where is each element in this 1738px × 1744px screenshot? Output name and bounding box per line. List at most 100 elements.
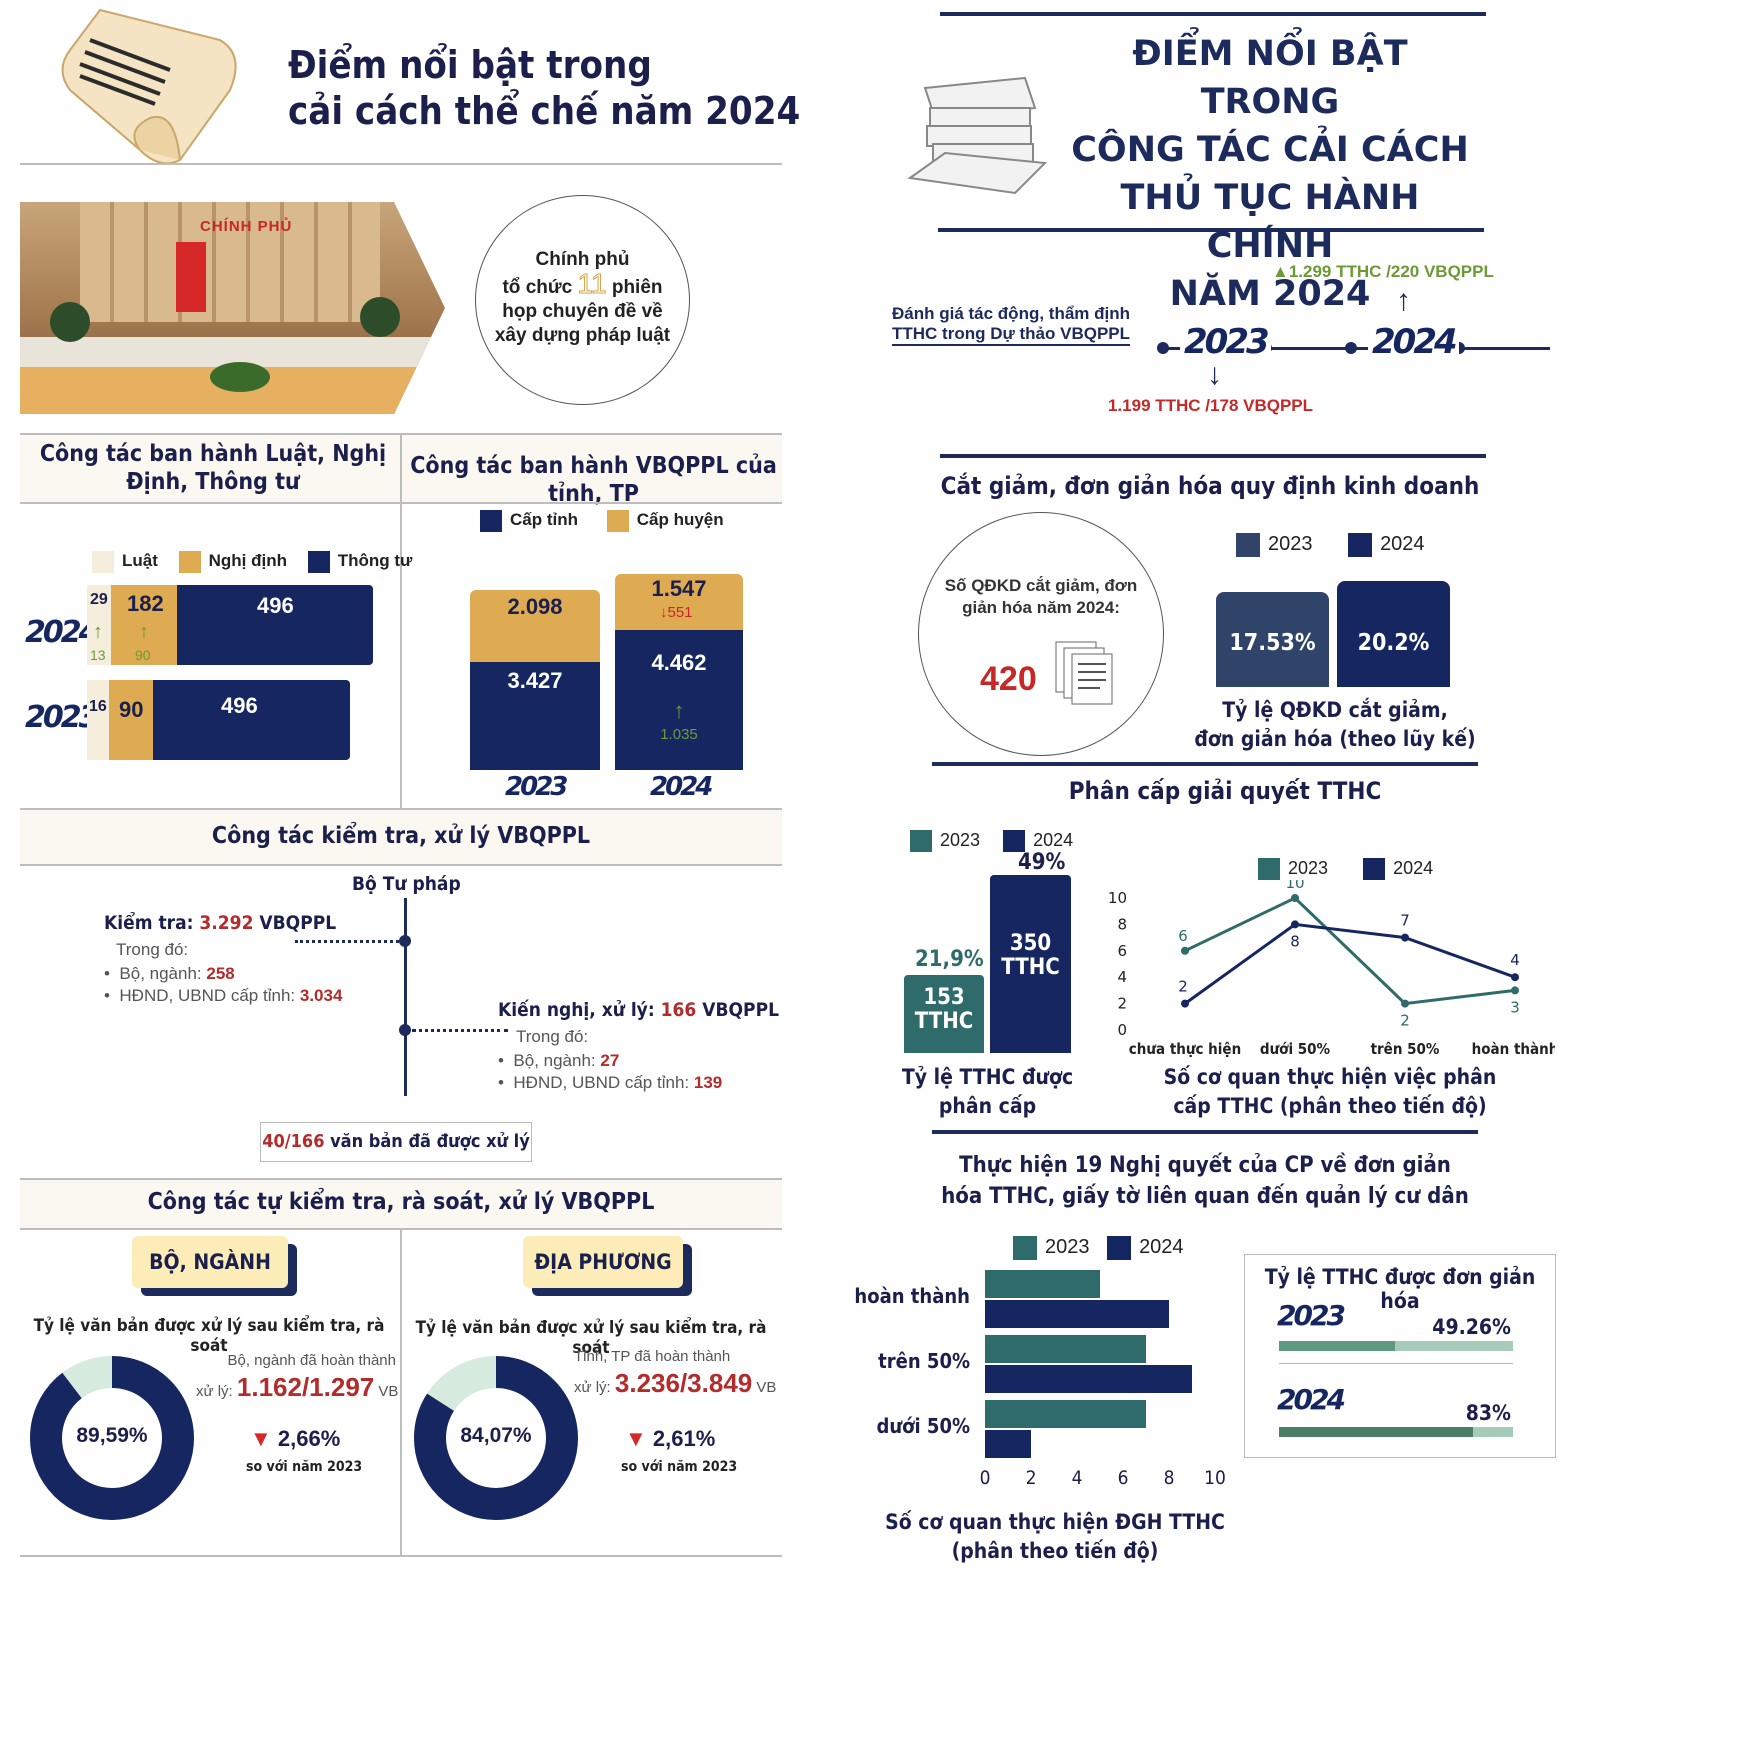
x-tick-label: hoàn thành: [1472, 1040, 1555, 1058]
bo-nganh-value-row: xử lý: 1.162/1.297 VB: [196, 1372, 398, 1403]
timeline-dot: [399, 935, 411, 947]
circle-line4: xây dựng pháp luật: [494, 325, 671, 346]
left-title: Điểm nổi bật trong cải cách thể chế năm …: [288, 42, 800, 134]
legend-luat: Luật: [122, 551, 158, 571]
hbar-legend: 2023 2024: [1013, 1236, 1184, 1260]
label-2024-luat: 29: [90, 591, 108, 608]
qdkd-circle: [918, 512, 1164, 756]
right-title: ĐIỂM NỔI BẬT TRONG CÔNG TÁC CẢI CÁCH THỦ…: [1060, 30, 1480, 318]
check-b1-label: Bộ, ngành:: [119, 964, 202, 983]
dia-phuong-unit: VB: [756, 1379, 777, 1396]
dia-phuong-note2: xử lý:: [574, 1379, 611, 1396]
cabinet-photo: CHÍNH PHỦ: [20, 202, 445, 414]
y-tick-label: 4: [1117, 968, 1127, 986]
arrow-up-icon: ↑: [1396, 284, 1411, 317]
qdkd-legend: 2023 2024: [1236, 533, 1425, 557]
check-sub: Trong đó:: [116, 940, 189, 959]
data-label-2024: 2: [1178, 978, 1188, 996]
hbar-legend-2024: 2024: [1139, 1236, 1184, 1259]
phan-cap-inner-2023-n: 153: [923, 985, 965, 1010]
line-caption2: cấp TTHC (phân theo tiến độ): [1173, 1094, 1487, 1118]
phan-cap-inner-2024-n: 350: [1009, 931, 1052, 956]
recommend-b2-value: 139: [693, 1073, 723, 1092]
label-2024-thong-tu: 496: [257, 593, 294, 618]
data-label-2023: 10: [1285, 880, 1304, 892]
bar-2023: [985, 1400, 1146, 1428]
processed-box: 40/166 văn bản đã được xử lý: [260, 1122, 532, 1162]
check-unit: VBQPPL: [259, 912, 337, 934]
hbar-chart: hoàn thành trên 50% dưới 50% 0 2 4 6 8 10: [854, 1270, 1226, 1489]
y-tick-label: 6: [1117, 942, 1127, 960]
category-label: hoàn thành: [854, 1284, 970, 1308]
right-title-line3: THỦ TỤC HÀNH CHÍNH: [1120, 178, 1420, 266]
label-2023-thong-tu: 496: [221, 693, 258, 718]
bar-2024: [985, 1430, 1031, 1458]
recommend-sub: Trong đó:: [516, 1027, 589, 1046]
qdkd-legend-2023: 2023: [1268, 533, 1313, 556]
increase-luat: 13: [90, 647, 106, 663]
dia-phuong-donut: [414, 1356, 578, 1520]
data-point-2023: [1401, 999, 1409, 1008]
bo-nganh-value: 1.162/1.297: [236, 1372, 375, 1402]
phan-cap-inner-2023: 153 TTHC: [904, 986, 984, 1034]
arrow-down-icon: ↓: [660, 604, 668, 621]
dia-phuong-value: 3.236/3.849: [614, 1368, 753, 1398]
hbar-caption: Số cơ quan thực hiện ĐGH TTHC (phân theo…: [880, 1508, 1230, 1566]
legend-swatch-2024: [1003, 830, 1026, 853]
bo-nganh-pct: 89,59%: [76, 1424, 148, 1447]
section-selfcheck-title: Công tác tự kiểm tra, rà soát, xử lý VBQ…: [147, 1189, 655, 1215]
dia-phuong-value-row: xử lý: 3.236/3.849 VB: [574, 1368, 776, 1399]
timeline-year-2023: 2023: [1180, 322, 1271, 362]
laws-legend: Luật Nghị định Thông tư: [92, 551, 412, 573]
legend-swatch-luat: [92, 551, 114, 573]
legend-swatch-2023: [1258, 858, 1280, 881]
section-nq-title: Thực hiện 19 Nghị quyết của CP về đơn gi…: [941, 1153, 1469, 1209]
left-title-line1: Điểm nổi bật trong: [288, 43, 652, 87]
phan-cap-caption: Tỷ lệ TTHC được phân cấp: [890, 1063, 1085, 1121]
timeline-year-2024: 2024: [1368, 322, 1459, 362]
line-chart: 0 2 4 6 8 10 chưa thực hiện dưới 50% trên 50% hoà…: [1108, 880, 1555, 1058]
qdkd-bar-2023: [1216, 592, 1329, 687]
legend-cap-tinh: Cấp tỉnh: [510, 510, 578, 530]
label-2023-tinh: 3.427: [507, 668, 563, 693]
y-tick-label: 0: [1117, 1021, 1127, 1039]
category-label: dưới 50%: [876, 1414, 970, 1438]
left-title-line2: cải cách thể chế năm 2024: [288, 89, 801, 133]
dia-phuong-tag: ĐỊA PHƯƠNG: [523, 1236, 683, 1288]
arrow-up-icon: ↑: [139, 621, 149, 643]
circle-line2b: phiên: [611, 277, 663, 298]
bo-nganh-tag: BỘ, NGÀNH: [132, 1236, 288, 1288]
data-label-2024: 4: [1510, 951, 1520, 969]
bo-nganh-unit: VB: [378, 1383, 399, 1400]
qdkd-circle-value: 420: [980, 660, 1037, 698]
hbar-caption1: Số cơ quan thực hiện ĐGH TTHC: [885, 1510, 1225, 1534]
phan-cap-legend-2024: 2024: [1033, 830, 1074, 850]
check-b2-label: HĐND, UBND cấp tỉnh:: [119, 986, 296, 1005]
x-tick-label: 6: [1118, 1467, 1129, 1489]
bo-nganh-donut-arc: [30, 1356, 194, 1520]
rate-year-2023: 2023: [1277, 1299, 1346, 1332]
documents-icon: [1055, 641, 1113, 705]
x-tick-label: 2: [1026, 1467, 1037, 1489]
huyen-change: ↓551: [660, 604, 693, 621]
recommend-b1-value: 27: [600, 1051, 620, 1070]
section-check-title: Công tác kiểm tra, xử lý VBQPPL: [211, 823, 591, 849]
provinces-bars: 2.098 3.427 1.547 ↓551 4.462 ↑ 1.035: [470, 570, 750, 775]
y-tick-label: 8: [1117, 915, 1127, 933]
legend-swatch-2023: [910, 830, 932, 853]
qdkd-label-2023: 17.53%: [1229, 630, 1316, 656]
bar-2023: [985, 1335, 1146, 1363]
legend-swatch-thong-tu: [307, 551, 330, 573]
recommend-label: Kiến nghị, xử lý:: [498, 999, 655, 1021]
dia-phuong-change-value: 2,61%: [652, 1426, 716, 1451]
phan-cap-inner-2024-u: TTHC: [1001, 955, 1060, 980]
laws-year-2023: 2023: [25, 700, 99, 735]
data-point-2024: [1401, 933, 1409, 942]
provinces-legend: Cấp tỉnh Cấp huyện: [480, 510, 724, 532]
qdkd-caption1: Tỷ lệ QĐKD cắt giảm,: [1222, 698, 1448, 722]
qdkd-bar-2024: [1337, 581, 1450, 687]
processed-value: 40/166: [262, 1131, 325, 1152]
check-b2-value: 3.034: [299, 986, 343, 1005]
timeline-label1: Đánh giá tác động, thẩm định: [892, 304, 1130, 323]
bar-2023-thong-tu: [153, 680, 350, 760]
